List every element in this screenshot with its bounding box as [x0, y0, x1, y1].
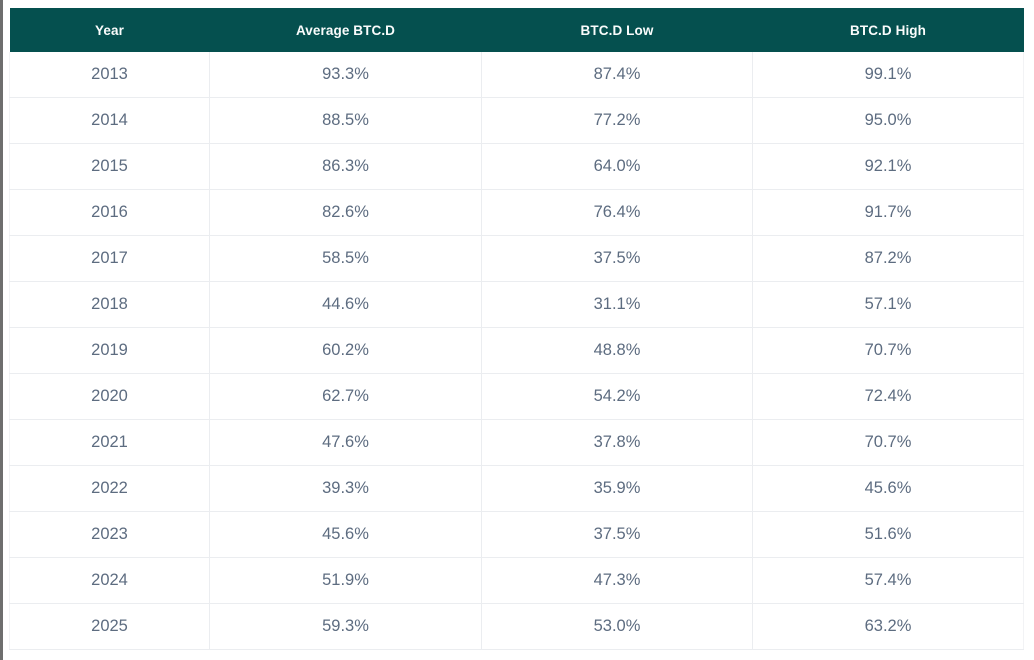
btcd-high-cell: 99.1%: [752, 52, 1024, 98]
table-row: 2023 45.6% 37.5% 51.6%: [9, 511, 1024, 558]
average-btcd-cell: 45.6%: [209, 511, 482, 558]
average-btcd-cell: 59.3%: [209, 603, 482, 650]
average-btcd-cell: 47.6%: [209, 419, 482, 466]
year-cell: 2014: [9, 97, 210, 144]
column-header-average-btcd: Average BTC.D: [209, 8, 482, 52]
btcd-high-cell: 57.1%: [752, 281, 1024, 328]
btcd-high-cell: 70.7%: [752, 327, 1024, 374]
year-cell: 2021: [9, 419, 210, 466]
btcd-low-cell: 87.4%: [481, 52, 753, 98]
btc-dominance-table-container: Year Average BTC.D BTC.D Low BTC.D High …: [9, 8, 1024, 650]
btcd-high-cell: 92.1%: [752, 143, 1024, 190]
btc-dominance-table: Year Average BTC.D BTC.D Low BTC.D High …: [9, 8, 1024, 650]
year-cell: 2016: [9, 189, 210, 236]
btcd-high-cell: 51.6%: [752, 511, 1024, 558]
table-row: 2020 62.7% 54.2% 72.4%: [9, 373, 1024, 420]
year-cell: 2020: [9, 373, 210, 420]
average-btcd-cell: 82.6%: [209, 189, 482, 236]
year-cell: 2015: [9, 143, 210, 190]
table-row: 2024 51.9% 47.3% 57.4%: [9, 557, 1024, 604]
table-row: 2015 86.3% 64.0% 92.1%: [9, 143, 1024, 190]
btcd-high-cell: 70.7%: [752, 419, 1024, 466]
btcd-high-cell: 91.7%: [752, 189, 1024, 236]
btcd-low-cell: 64.0%: [481, 143, 753, 190]
btcd-low-cell: 31.1%: [481, 281, 753, 328]
btcd-low-cell: 37.8%: [481, 419, 753, 466]
table-row: 2019 60.2% 48.8% 70.7%: [9, 327, 1024, 374]
average-btcd-cell: 44.6%: [209, 281, 482, 328]
btcd-low-cell: 53.0%: [481, 603, 753, 650]
table-row: 2017 58.5% 37.5% 87.2%: [9, 235, 1024, 282]
table-body: 2013 93.3% 87.4% 99.1% 2014 88.5% 77.2% 95.0% 20…: [9, 52, 1024, 650]
average-btcd-cell: 88.5%: [209, 97, 482, 144]
year-cell: 2025: [9, 603, 210, 650]
btcd-low-cell: 76.4%: [481, 189, 753, 236]
year-cell: 2017: [9, 235, 210, 282]
table-row: 2025 59.3% 53.0% 63.2%: [9, 603, 1024, 650]
btcd-low-cell: 77.2%: [481, 97, 753, 144]
btcd-high-cell: 45.6%: [752, 465, 1024, 512]
year-cell: 2018: [9, 281, 210, 328]
table-row: 2021 47.6% 37.8% 70.7%: [9, 419, 1024, 466]
table-row: 2014 88.5% 77.2% 95.0%: [9, 97, 1024, 144]
btcd-high-cell: 87.2%: [752, 235, 1024, 282]
column-header-btcd-low: BTC.D Low: [481, 8, 753, 52]
btcd-high-cell: 63.2%: [752, 603, 1024, 650]
btcd-low-cell: 47.3%: [481, 557, 753, 604]
btcd-high-cell: 95.0%: [752, 97, 1024, 144]
btcd-low-cell: 37.5%: [481, 511, 753, 558]
column-header-btcd-high: BTC.D High: [752, 8, 1024, 52]
window-edge-strip: [0, 0, 3, 660]
table-row: 2022 39.3% 35.9% 45.6%: [9, 465, 1024, 512]
average-btcd-cell: 51.9%: [209, 557, 482, 604]
year-cell: 2013: [9, 52, 210, 98]
btcd-high-cell: 72.4%: [752, 373, 1024, 420]
year-cell: 2024: [9, 557, 210, 604]
year-cell: 2019: [9, 327, 210, 374]
average-btcd-cell: 60.2%: [209, 327, 482, 374]
average-btcd-cell: 58.5%: [209, 235, 482, 282]
btcd-low-cell: 54.2%: [481, 373, 753, 420]
average-btcd-cell: 62.7%: [209, 373, 482, 420]
btcd-high-cell: 57.4%: [752, 557, 1024, 604]
table-row: 2016 82.6% 76.4% 91.7%: [9, 189, 1024, 236]
average-btcd-cell: 86.3%: [209, 143, 482, 190]
btcd-low-cell: 35.9%: [481, 465, 753, 512]
year-cell: 2022: [9, 465, 210, 512]
table-row: 2018 44.6% 31.1% 57.1%: [9, 281, 1024, 328]
btcd-low-cell: 48.8%: [481, 327, 753, 374]
column-header-year: Year: [9, 8, 210, 52]
table-row: 2013 93.3% 87.4% 99.1%: [9, 52, 1024, 98]
year-cell: 2023: [9, 511, 210, 558]
average-btcd-cell: 93.3%: [209, 52, 482, 98]
table-header: Year Average BTC.D BTC.D Low BTC.D High: [9, 8, 1024, 52]
btcd-low-cell: 37.5%: [481, 235, 753, 282]
average-btcd-cell: 39.3%: [209, 465, 482, 512]
header-row: Year Average BTC.D BTC.D Low BTC.D High: [9, 8, 1024, 52]
